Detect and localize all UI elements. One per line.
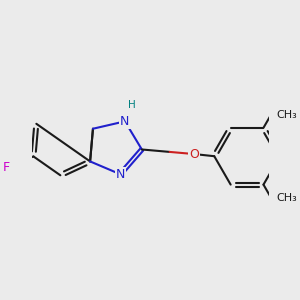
Text: CH₃: CH₃ [277, 110, 297, 119]
Text: F: F [2, 160, 10, 174]
Text: H: H [128, 100, 136, 110]
Text: CH₃: CH₃ [277, 193, 297, 203]
Text: O: O [189, 148, 199, 160]
Text: N: N [116, 168, 125, 181]
Text: N: N [120, 115, 130, 128]
